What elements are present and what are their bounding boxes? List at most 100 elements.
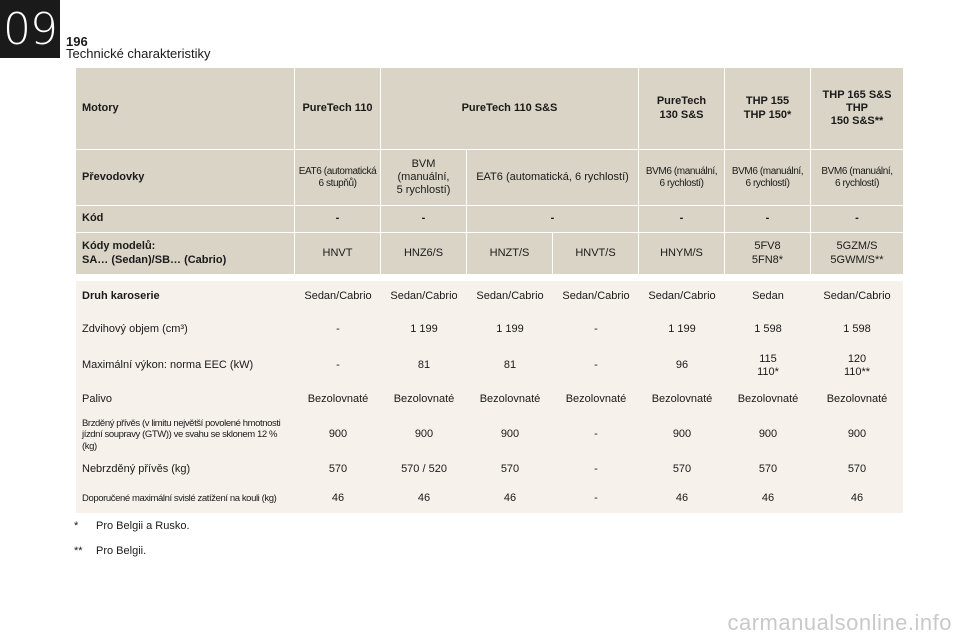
row-label: Nebrzděný přívěs (kg) [76, 455, 295, 485]
data-cell: 46 [381, 485, 467, 513]
data-cell: Bezolovnaté [553, 385, 639, 415]
row-label: Maximální výkon: norma EEC (kW) [76, 347, 295, 385]
model-code-cell: 5GZM/S 5GWM/S** [811, 233, 903, 275]
code-cell: - [639, 206, 725, 233]
footnote: ** Pro Belgii. [74, 545, 146, 557]
watermark: carmanualsonline.info [727, 610, 952, 635]
code-cell: - [295, 206, 381, 233]
data-row: Druh karoserie Sedan/Cabrio Sedan/Cabrio… [76, 281, 903, 313]
data-cell: - [553, 415, 639, 455]
model-code-cell: HNVT [295, 233, 381, 275]
footnote: * Pro Belgii a Rusko. [74, 520, 190, 532]
model-codes-row: Kódy modelů: SA… (Sedan)/SB… (Cabrio) HN… [76, 233, 903, 275]
data-cell: - [553, 485, 639, 513]
data-cell: 900 [725, 415, 811, 455]
data-cell: 46 [725, 485, 811, 513]
data-cell: 46 [811, 485, 903, 513]
gearbox-cell: BVM6 (manuální, 6 rychlostí) [639, 150, 725, 206]
model-codes-label: Kódy modelů: SA… (Sedan)/SB… (Cabrio) [76, 233, 295, 275]
data-cell: Bezolovnaté [639, 385, 725, 415]
data-cell: - [553, 347, 639, 385]
data-cell: 115 110* [725, 347, 811, 385]
row-label: Palivo [76, 385, 295, 415]
engines-row: Motory PureTech 110 PureTech 110 S&S Pur… [76, 68, 903, 150]
gearbox-label: Převodovky [76, 150, 295, 206]
data-cell: 46 [639, 485, 725, 513]
gearbox-cell: EAT6 (automatická 6 stupňů) [295, 150, 381, 206]
model-code-cell: HNZT/S [467, 233, 553, 275]
data-cell: 570 [639, 455, 725, 485]
data-cell: 570 [725, 455, 811, 485]
model-code-cell: 5FV8 5FN8* [725, 233, 811, 275]
page-number: 196 [66, 34, 88, 49]
data-cell: 81 [381, 347, 467, 385]
data-cell: - [553, 313, 639, 347]
engine-cell: THP 155 THP 150* [725, 68, 811, 150]
data-cell: 900 [811, 415, 903, 455]
model-code-cell: HNYM/S [639, 233, 725, 275]
code-label: Kód [76, 206, 295, 233]
data-cell: Bezolovnaté [467, 385, 553, 415]
data-cell: 900 [295, 415, 381, 455]
data-row: Maximální výkon: norma EEC (kW) - 81 81 … [76, 347, 903, 385]
gearbox-cell: BVM (manuální, 5 rychlostí) [381, 150, 467, 206]
spec-table: Motory PureTech 110 PureTech 110 S&S Pur… [76, 68, 903, 513]
data-cell: 81 [467, 347, 553, 385]
data-cell: Bezolovnaté [381, 385, 467, 415]
data-cell: Sedan/Cabrio [639, 281, 725, 313]
data-cell: 46 [295, 485, 381, 513]
data-row: Nebrzděný přívěs (kg) 570 570 / 520 570 … [76, 455, 903, 485]
model-code-cell: HNZ6/S [381, 233, 467, 275]
data-cell: 570 [811, 455, 903, 485]
data-cell: Bezolovnaté [811, 385, 903, 415]
code-cell: - [467, 206, 639, 233]
data-cell: 900 [381, 415, 467, 455]
gearbox-row: Převodovky EAT6 (automatická 6 stupňů) B… [76, 150, 903, 206]
data-cell: - [553, 455, 639, 485]
code-row: Kód - - - - - - [76, 206, 903, 233]
engine-cell: PureTech 110 S&S [381, 68, 639, 150]
row-label: Druh karoserie [76, 281, 295, 313]
engines-label: Motory [76, 68, 295, 150]
gearbox-cell: EAT6 (automatická, 6 rychlostí) [467, 150, 639, 206]
data-row: Brzděný přívěs (v limitu největší povole… [76, 415, 903, 455]
data-cell: 1 199 [467, 313, 553, 347]
engine-cell: PureTech 130 S&S [639, 68, 725, 150]
data-cell: 570 / 520 [381, 455, 467, 485]
model-code-cell: HNVT/S [553, 233, 639, 275]
row-label: Brzděný přívěs (v limitu největší povole… [76, 415, 295, 455]
footnote-text: Pro Belgii. [96, 545, 147, 557]
data-cell: - [295, 313, 381, 347]
engine-cell: PureTech 110 [295, 68, 381, 150]
data-cell: Sedan/Cabrio [811, 281, 903, 313]
data-row: Doporučené maximální svislé zatížení na … [76, 485, 903, 513]
data-cell: 1 598 [725, 313, 811, 347]
data-cell: 1 199 [381, 313, 467, 347]
data-cell: 1 199 [639, 313, 725, 347]
chapter-badge: 09 [0, 0, 60, 58]
code-cell: - [811, 206, 903, 233]
data-cell: 570 [467, 455, 553, 485]
footnote-mark: ** [74, 545, 83, 557]
data-cell: Sedan/Cabrio [553, 281, 639, 313]
data-cell: 46 [467, 485, 553, 513]
data-cell: Sedan/Cabrio [381, 281, 467, 313]
engine-cell: THP 165 S&S THP 150 S&S** [811, 68, 903, 150]
data-cell: 900 [467, 415, 553, 455]
data-cell: Sedan/Cabrio [295, 281, 381, 313]
data-cell: 120 110** [811, 347, 903, 385]
footnote-text: Pro Belgii a Rusko. [96, 520, 190, 532]
data-cell: Bezolovnaté [295, 385, 381, 415]
data-row: Zdvihový objem (cm³) - 1 199 1 199 - 1 1… [76, 313, 903, 347]
data-cell: 96 [639, 347, 725, 385]
data-cell: 1 598 [811, 313, 903, 347]
data-cell: Sedan/Cabrio [467, 281, 553, 313]
code-cell: - [381, 206, 467, 233]
footnote-mark: * [74, 520, 79, 532]
gearbox-cell: BVM6 (manuální, 6 rychlostí) [725, 150, 811, 206]
data-cell: Sedan [725, 281, 811, 313]
data-row: Palivo Bezolovnaté Bezolovnaté Bezolovna… [76, 385, 903, 415]
code-cell: - [725, 206, 811, 233]
section-title: Technické charakteristiky [66, 46, 211, 61]
data-cell: 900 [639, 415, 725, 455]
